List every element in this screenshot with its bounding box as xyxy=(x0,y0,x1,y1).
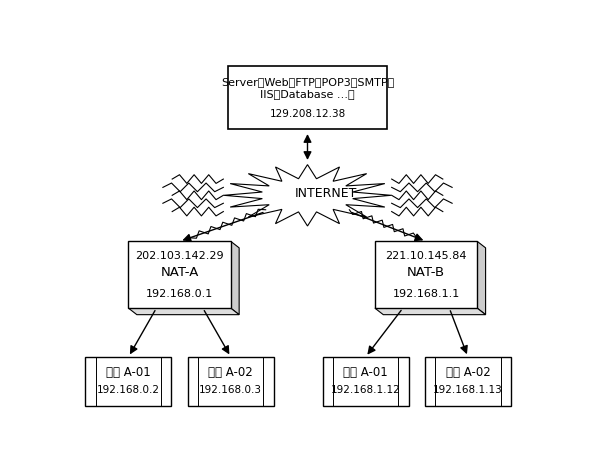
Text: 129.208.12.38: 129.208.12.38 xyxy=(269,109,346,119)
Polygon shape xyxy=(477,242,485,315)
Text: 221.10.145.84: 221.10.145.84 xyxy=(385,251,467,261)
Polygon shape xyxy=(128,308,239,315)
Text: 192.168.1.1: 192.168.1.1 xyxy=(392,288,460,299)
Polygon shape xyxy=(224,165,391,226)
Polygon shape xyxy=(137,242,239,315)
Text: Server（Web、FTP、POP3、SMTP、: Server（Web、FTP、POP3、SMTP、 xyxy=(221,76,394,87)
Polygon shape xyxy=(375,308,485,315)
Bar xyxy=(375,242,477,308)
Text: 192.168.0.3: 192.168.0.3 xyxy=(199,386,262,395)
Text: 电脑 A-02: 电脑 A-02 xyxy=(446,366,490,379)
Text: 电脑 A-01: 电脑 A-01 xyxy=(343,366,388,379)
Text: 电脑 A-02: 电脑 A-02 xyxy=(208,366,253,379)
Text: 192.168.0.2: 192.168.0.2 xyxy=(97,386,160,395)
Text: 192.168.0.1: 192.168.0.1 xyxy=(146,288,213,299)
Bar xyxy=(128,242,231,308)
Polygon shape xyxy=(383,242,485,315)
Bar xyxy=(425,357,511,406)
Bar xyxy=(323,357,409,406)
Bar xyxy=(188,357,274,406)
Polygon shape xyxy=(231,242,239,315)
Text: 192.168.1.12: 192.168.1.12 xyxy=(331,386,401,395)
Text: NAT-B: NAT-B xyxy=(407,266,445,280)
Text: 202.103.142.29: 202.103.142.29 xyxy=(136,251,224,261)
Text: IIS、Database …）: IIS、Database …） xyxy=(260,89,355,99)
Text: 电脑 A-01: 电脑 A-01 xyxy=(106,366,151,379)
Text: NAT-A: NAT-A xyxy=(160,266,199,280)
Bar xyxy=(85,357,172,406)
Text: 192.168.1.13: 192.168.1.13 xyxy=(433,386,503,395)
Bar xyxy=(229,66,386,129)
Text: INTERNET: INTERNET xyxy=(295,187,357,200)
